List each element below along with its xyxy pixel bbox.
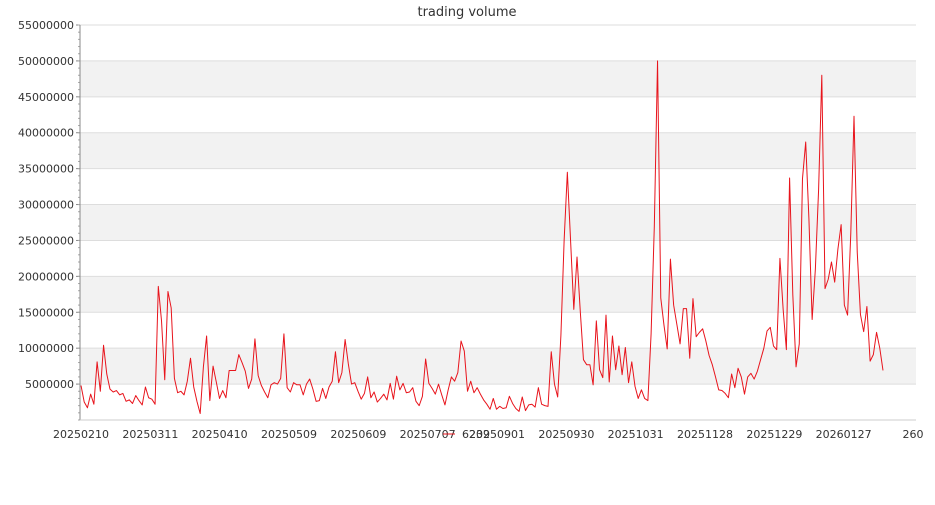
x-tick-label: 260 [903, 428, 924, 441]
x-tick-label: 20251128 [677, 428, 733, 441]
series-group [80, 60, 884, 415]
y-tick-label: 5000000 [25, 378, 74, 391]
x-tick-label: 20260127 [816, 428, 872, 441]
legend: 6239 [443, 428, 490, 441]
y-tick-label: 15000000 [18, 306, 74, 319]
x-tick-label: 20250410 [192, 428, 248, 441]
x-tick-label: 20250930 [538, 428, 594, 441]
y-tick-label: 35000000 [18, 163, 74, 176]
grid-band [80, 60, 916, 97]
y-axis: 5000000 10000000 15000000 20000000 25000000 3… [18, 19, 81, 421]
grid-band [80, 276, 916, 313]
x-tick-label: 20250210 [53, 428, 109, 441]
y-tick-label: 25000000 [18, 234, 74, 247]
y-tick-label: 30000000 [18, 199, 74, 212]
x-tick-label: 20250707 [400, 428, 456, 441]
x-tick-label: 20250311 [122, 428, 178, 441]
y-tick-label: 50000000 [18, 55, 74, 68]
chart-title: trading volume [417, 5, 516, 20]
x-tick-label: 20251229 [746, 428, 802, 441]
y-tick-label: 40000000 [18, 127, 74, 140]
y-tick-label: 10000000 [18, 342, 74, 355]
y-tick-label: 45000000 [18, 91, 74, 104]
grid-bands [80, 60, 916, 385]
x-tick-label: 20250509 [261, 428, 317, 441]
grid-lines [80, 24, 916, 385]
series-line [80, 60, 884, 415]
x-axis: 20250210 20250311 20250410 20250509 20250609… [53, 419, 924, 441]
grid-band [80, 348, 916, 385]
grid-band [80, 204, 916, 241]
x-tick-label: 20251031 [608, 428, 664, 441]
x-tick-label: 20250609 [330, 428, 386, 441]
y-tick-label: 20000000 [18, 270, 74, 283]
legend-label: 6239 [462, 428, 490, 441]
x-tick-label: 20250901 [469, 428, 525, 441]
grid-band [80, 132, 916, 169]
y-tick-label: 55000000 [18, 19, 74, 32]
